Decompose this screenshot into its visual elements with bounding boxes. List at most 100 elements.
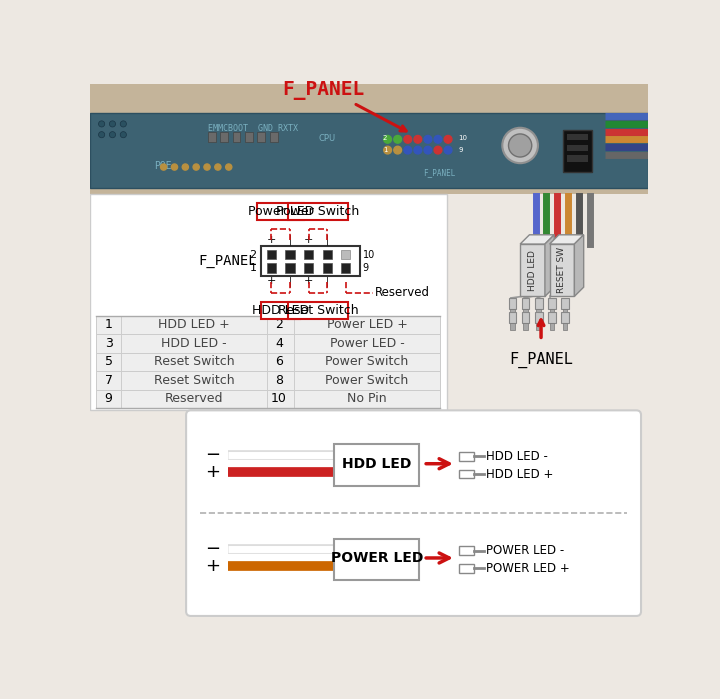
Bar xyxy=(563,130,593,173)
Bar xyxy=(266,250,276,259)
Text: HDD LED: HDD LED xyxy=(342,456,411,470)
Text: 10: 10 xyxy=(458,135,467,140)
Text: F_PANEL: F_PANEL xyxy=(282,81,364,101)
Bar xyxy=(520,244,545,296)
Text: +: + xyxy=(205,557,220,575)
Text: +: + xyxy=(205,463,220,481)
Bar xyxy=(334,539,419,580)
Text: 2: 2 xyxy=(275,318,283,331)
Bar xyxy=(522,312,529,322)
Text: 7: 7 xyxy=(104,374,112,387)
Text: RESET SW: RESET SW xyxy=(557,247,567,294)
Text: Power Switch: Power Switch xyxy=(276,206,359,218)
Bar xyxy=(548,312,556,322)
Bar xyxy=(536,309,541,317)
Bar xyxy=(96,389,441,408)
Bar xyxy=(508,312,516,322)
Text: HDD LED: HDD LED xyxy=(252,304,309,317)
Circle shape xyxy=(503,128,538,163)
Text: −: − xyxy=(205,540,220,559)
Bar xyxy=(567,134,588,140)
Bar xyxy=(258,131,265,143)
Bar xyxy=(563,322,567,331)
Bar xyxy=(459,547,474,555)
Bar xyxy=(96,352,441,371)
Bar xyxy=(536,322,541,331)
Bar xyxy=(304,250,313,259)
Polygon shape xyxy=(575,235,584,296)
Bar xyxy=(459,564,474,572)
Bar xyxy=(510,322,515,331)
Bar xyxy=(561,298,569,309)
Bar xyxy=(261,246,360,275)
Circle shape xyxy=(394,146,402,154)
Bar xyxy=(233,131,240,143)
Text: 3: 3 xyxy=(104,337,112,350)
Bar xyxy=(285,264,294,273)
Polygon shape xyxy=(549,235,584,244)
Bar xyxy=(323,264,332,273)
Text: |: | xyxy=(288,276,292,287)
Text: Power Switch: Power Switch xyxy=(325,355,409,368)
Bar xyxy=(459,470,474,478)
Text: 1: 1 xyxy=(250,263,256,273)
Text: F_PANEL: F_PANEL xyxy=(199,254,257,268)
Bar xyxy=(220,131,228,143)
Circle shape xyxy=(434,136,442,143)
Text: +: + xyxy=(304,235,313,245)
Circle shape xyxy=(508,134,532,157)
Text: Power Switch: Power Switch xyxy=(325,374,409,387)
FancyBboxPatch shape xyxy=(261,302,300,319)
Text: HDD LED +: HDD LED + xyxy=(158,318,230,331)
Circle shape xyxy=(444,136,452,143)
Circle shape xyxy=(204,164,210,170)
Bar xyxy=(208,131,215,143)
Text: Reset Switch: Reset Switch xyxy=(277,304,358,317)
Bar xyxy=(567,145,588,151)
Text: POWER LED: POWER LED xyxy=(330,551,423,565)
Circle shape xyxy=(215,164,221,170)
Text: 5: 5 xyxy=(104,355,112,368)
Text: EMMCBOOT  GND RXTX: EMMCBOOT GND RXTX xyxy=(208,124,298,133)
Circle shape xyxy=(414,136,422,143)
Text: 6: 6 xyxy=(275,355,283,368)
Text: −: − xyxy=(205,446,220,464)
Circle shape xyxy=(99,131,104,138)
FancyBboxPatch shape xyxy=(287,203,348,220)
Bar xyxy=(96,316,441,334)
Polygon shape xyxy=(545,235,554,296)
Text: 9: 9 xyxy=(363,263,369,273)
Circle shape xyxy=(404,146,412,154)
Circle shape xyxy=(414,146,422,154)
Text: No Pin: No Pin xyxy=(347,392,387,405)
Text: HDD LED: HDD LED xyxy=(528,250,537,291)
Bar xyxy=(548,298,556,309)
Circle shape xyxy=(404,136,412,143)
Circle shape xyxy=(444,146,452,154)
FancyBboxPatch shape xyxy=(287,302,348,319)
Text: 8: 8 xyxy=(275,374,283,387)
Text: Reset Switch: Reset Switch xyxy=(153,355,234,368)
Bar xyxy=(96,371,441,389)
Text: 4: 4 xyxy=(275,337,283,350)
Circle shape xyxy=(120,121,127,127)
Text: +: + xyxy=(304,276,313,287)
Text: 10: 10 xyxy=(271,392,287,405)
Bar xyxy=(561,312,569,322)
Bar xyxy=(323,250,332,259)
Text: 2: 2 xyxy=(250,250,256,260)
Circle shape xyxy=(171,164,178,170)
Bar xyxy=(549,244,575,296)
Text: Reserved: Reserved xyxy=(374,286,429,299)
Text: 1: 1 xyxy=(383,147,387,153)
Circle shape xyxy=(384,136,392,143)
Text: |: | xyxy=(325,276,329,287)
Bar xyxy=(96,334,441,352)
Circle shape xyxy=(161,164,167,170)
Bar xyxy=(90,194,446,410)
Text: HDD LED -: HDD LED - xyxy=(161,337,227,350)
Text: 10: 10 xyxy=(363,250,375,260)
Text: Reserved: Reserved xyxy=(165,392,223,405)
Circle shape xyxy=(394,136,402,143)
Bar xyxy=(535,298,543,309)
